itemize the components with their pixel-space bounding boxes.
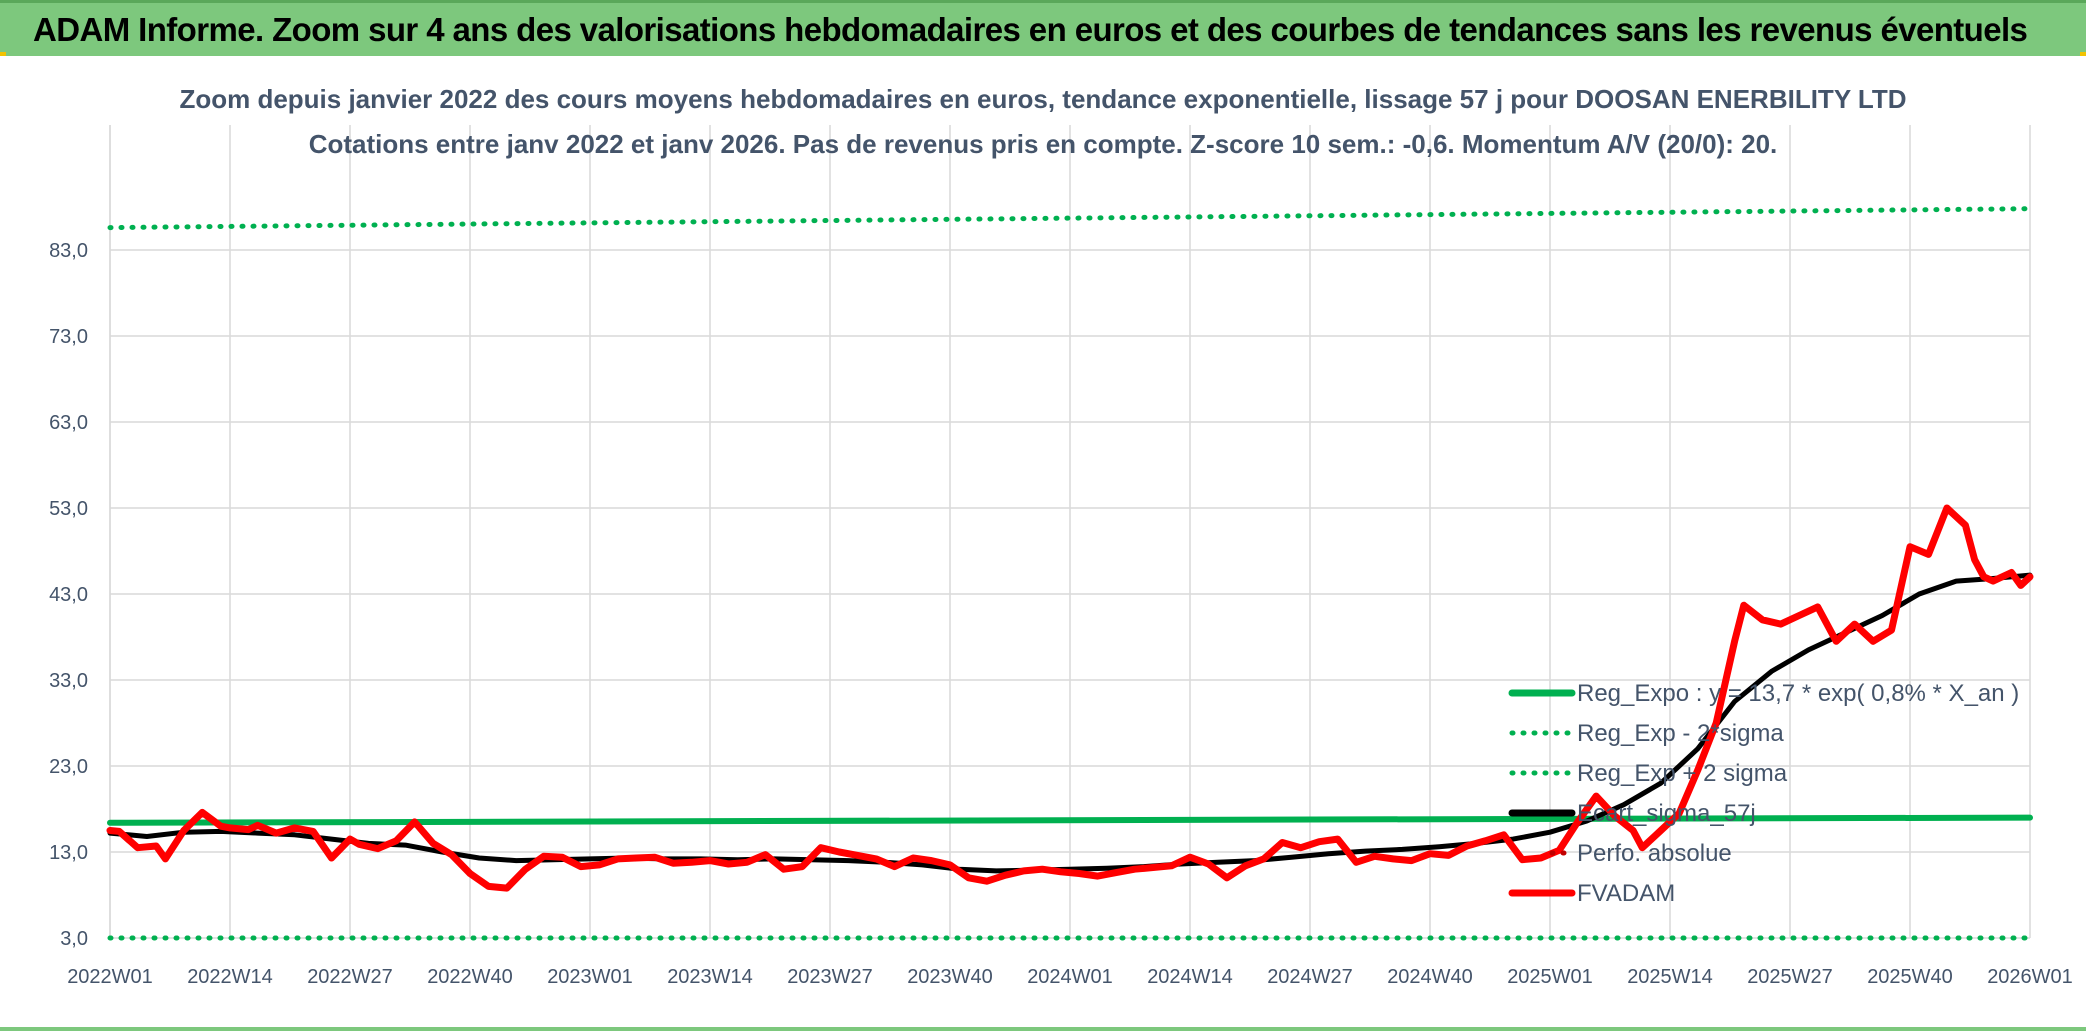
x-tick-label: 2026W01	[1987, 966, 2073, 988]
y-tick-label: 73,0	[49, 326, 88, 348]
x-axis: 2022W01 2022W14 2022W27 2022W40 2023W01 2023W…	[67, 966, 2073, 988]
legend-label-fvadam: FVADAM	[1577, 880, 1675, 907]
y-tick-label: 3,0	[60, 928, 88, 950]
x-tick-label: 2024W27	[1267, 966, 1353, 988]
banner-accent-left	[0, 52, 6, 56]
x-tick-label: 2023W14	[667, 966, 753, 988]
x-tick-label: 2025W14	[1627, 966, 1713, 988]
banner-accent-right	[2080, 52, 2086, 56]
report-banner: ADAM Informe. Zoom sur 4 ans des valoris…	[0, 0, 2086, 56]
x-tick-label: 2025W27	[1747, 966, 1833, 988]
x-tick-label: 2024W14	[1147, 966, 1233, 988]
legend-label-perfo-absolue: Perfo. absolue	[1577, 840, 1732, 867]
y-tick-label: 13,0	[49, 842, 88, 864]
x-tick-label: 2022W01	[67, 966, 153, 988]
x-tick-label: 2023W01	[547, 966, 633, 988]
x-tick-label: 2022W14	[187, 966, 273, 988]
chart-gridlines	[109, 125, 2031, 939]
bottom-accent-bar	[0, 1027, 2086, 1031]
y-tick-label: 43,0	[49, 584, 88, 606]
x-tick-label: 2024W01	[1027, 966, 1113, 988]
legend-label-reg-expo-y-13-7-exp-0-8-x-an: Reg_Expo : y = 13,7 * exp( 0,8% * X_an )	[1577, 680, 2019, 707]
x-tick-label: 2022W27	[307, 966, 393, 988]
y-tick-label: 33,0	[49, 670, 88, 692]
y-tick-label: 63,0	[49, 412, 88, 434]
series-line-reg-expo-y-13-7-exp-0-8-x-an	[107, 814, 2033, 826]
y-tick-label: 83,0	[49, 240, 88, 262]
legend-label-ecart-sigma-57j: Ecart_sigma_57j	[1577, 800, 1756, 827]
series-line-reg-exp-2-sigma	[107, 206, 2033, 231]
y-tick-label: 53,0	[49, 498, 88, 520]
chart-title: Zoom depuis janvier 2022 des cours moyen…	[179, 84, 1906, 114]
x-tick-label: 2023W27	[787, 966, 873, 988]
y-tick-label: 23,0	[49, 756, 88, 778]
series-line-fvadam	[106, 504, 2034, 892]
x-tick-label: 2025W40	[1867, 966, 1953, 988]
x-tick-label: 2023W40	[907, 966, 993, 988]
x-tick-label: 2024W40	[1387, 966, 1473, 988]
y-axis: 3,0 13,0 23,0 33,0 43,0 53,0 63,0 73,0 83,0	[49, 240, 88, 950]
chart-subtitle: Cotations entre janv 2022 et janv 2026. …	[309, 129, 1778, 159]
x-tick-label: 2025W01	[1507, 966, 1593, 988]
legend-label-reg-exp-2-sigma: Reg_Exp + 2 sigma	[1577, 760, 1788, 787]
banner-title: ADAM Informe. Zoom sur 4 ans des valoris…	[33, 11, 2028, 48]
chart-legend: Reg_Expo : y = 13,7 * exp( 0,8% * X_an )…	[1508, 680, 2019, 907]
x-tick-label: 2022W40	[427, 966, 513, 988]
legend-label-reg-exp-2-sigma: Reg_Exp - 2*sigma	[1577, 720, 1784, 747]
chart-series	[106, 206, 2034, 941]
